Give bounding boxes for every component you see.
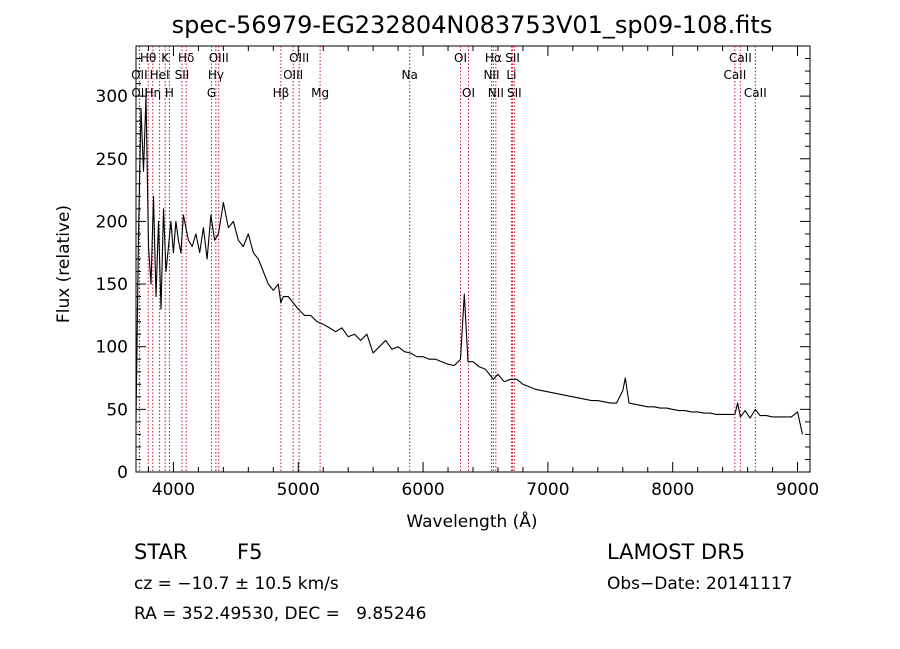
line-label: Na (402, 68, 418, 82)
x-tick-label: 4000 (152, 480, 195, 500)
line-label: OI (454, 51, 467, 65)
axis-ticks (136, 46, 810, 473)
line-label: OI (462, 86, 475, 100)
y-axis-label: Flux (relative) (54, 205, 74, 323)
spectrum-line (135, 95, 804, 435)
object-class: STAR (134, 540, 188, 564)
y-tick-label: 200 (96, 212, 128, 232)
line-label: CaII (729, 51, 752, 65)
line-label: SII (505, 51, 520, 65)
axis-tick-labels: 4000 5000 6000 7000 8000 9000 0 50 100 150 200 250 3… (96, 87, 820, 500)
x-tick-label: 7000 (526, 480, 569, 500)
line-label: Hβ (273, 86, 290, 100)
line-label: SII (175, 68, 190, 82)
x-axis-label: Wavelength (Å) (406, 510, 537, 532)
line-label: K (161, 51, 170, 65)
line-label: CaII (723, 68, 746, 82)
line-label: Hγ (208, 68, 224, 82)
line-label: OIII (209, 51, 229, 65)
line-label: Hθ (140, 51, 156, 65)
line-label: CaII (744, 86, 767, 100)
coordinates: RA = 352.49530, DEC = 9.85246 (134, 604, 427, 624)
line-label: OIII (289, 51, 309, 65)
x-tick-label: 8000 (651, 480, 694, 500)
y-tick-label: 250 (96, 150, 128, 170)
obs-date: Obs−Date: 20141117 (607, 574, 793, 594)
cz-value: cz = −10.7 ± 10.5 km/s (134, 574, 339, 594)
line-label: NII (483, 68, 499, 82)
line-label: Mg (311, 86, 329, 100)
line-label: H (165, 86, 174, 100)
plot-frame (135, 45, 811, 473)
survey-label: LAMOST DR5 (607, 540, 746, 564)
line-label: OIII (283, 68, 303, 82)
y-tick-label: 0 (117, 463, 128, 483)
chart-title: spec-56979-EG232804N083753V01_sp09-108.f… (172, 11, 773, 39)
emission-line-markers (138, 46, 756, 472)
spectrum-series (135, 95, 804, 435)
line-label: G (207, 86, 216, 100)
y-tick-label: 50 (106, 400, 128, 420)
x-tick-label: 9000 (776, 480, 819, 500)
y-tick-label: 100 (96, 338, 128, 358)
x-tick-label: 6000 (401, 480, 444, 500)
line-label: Hα (485, 51, 502, 65)
line-label: Hη (145, 86, 162, 100)
line-label: SII (507, 86, 522, 100)
y-tick-label: 150 (96, 275, 128, 295)
y-tick-label: 300 (96, 87, 128, 107)
line-label: Li (506, 68, 516, 82)
x-tick-label: 5000 (277, 480, 320, 500)
line-label: OII (131, 68, 148, 82)
line-label: NII (488, 86, 504, 100)
subclass: F5 (237, 540, 263, 564)
line-label: Hδ (178, 51, 194, 65)
line-label: HeI (150, 68, 170, 82)
